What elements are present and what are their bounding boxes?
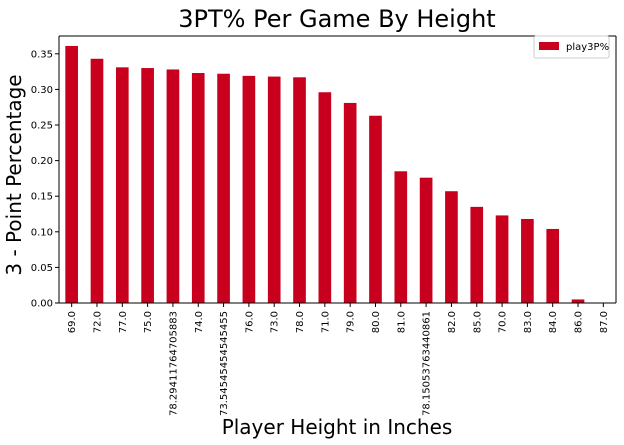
bar-5: [191, 73, 205, 304]
y-axis-label: 3 - Point Percentage: [2, 74, 26, 275]
x-tick-label: 75.0: [143, 311, 154, 333]
bar-11: [343, 102, 357, 304]
x-tick-label: 78.29411764705883: [168, 311, 179, 416]
x-tick-label: 81.0: [396, 311, 407, 333]
bar-14: [419, 177, 433, 303]
bar-18: [521, 218, 534, 303]
legend-box: [533, 35, 610, 59]
x-tick-label: 77.0: [118, 311, 129, 333]
x-tick-label: 82.0: [447, 311, 458, 333]
y-tick-label: 0.35: [31, 49, 53, 60]
x-tick-label: 73.0: [270, 311, 281, 333]
x-tick-label: 71.0: [320, 311, 331, 333]
x-tick-label: 86.0: [574, 311, 585, 333]
y-tick-label: 0.05: [31, 263, 53, 274]
bar-1: [90, 58, 104, 303]
bar-7: [242, 75, 256, 304]
y-tick-label: 0.15: [31, 192, 53, 203]
bar-9: [293, 77, 306, 303]
x-tick-label: 69.0: [67, 311, 78, 333]
y-tick-label: 0.30: [31, 85, 53, 96]
x-tick-label: 79.0: [346, 311, 357, 333]
bar-2: [115, 67, 129, 303]
x-tick-label: 73.54545454545455: [219, 311, 230, 416]
x-tick-label: 76.0: [244, 311, 255, 333]
x-tick-label: 72.0: [92, 311, 103, 333]
plot-area: 0.00 0.05 0.10 0.15 0.20 0.25 0.30 0.35 69.0 72.0…: [31, 35, 617, 416]
legend: play3P%: [533, 35, 610, 59]
bar-8: [267, 76, 281, 303]
x-axis-label: Player Height in Inches: [222, 415, 453, 439]
bar-13: [394, 171, 408, 303]
bar-16: [470, 206, 484, 303]
x-tick-label: 78.0: [295, 311, 306, 333]
legend-label: play3P%: [566, 42, 609, 53]
bar-19: [546, 228, 560, 303]
x-tick-label: 84.0: [548, 311, 559, 333]
y-tick-label: 0.10: [31, 227, 53, 238]
bar-0: [65, 45, 78, 303]
bar-6: [217, 73, 230, 304]
x-tick-label: 74.0: [194, 311, 205, 333]
bar-20: [571, 299, 585, 303]
x-tick-label: 78.15053763440861: [422, 311, 433, 416]
bar-15: [445, 191, 458, 303]
legend-swatch: [539, 42, 559, 50]
y-tick-label: 0.25: [31, 121, 53, 132]
y-tick-label: 0.00: [31, 299, 53, 310]
x-tick-label: 87.0: [599, 311, 610, 333]
x-tick-label: 70.0: [498, 311, 509, 333]
axes-frame: [58, 35, 617, 304]
bar-3: [141, 68, 154, 303]
x-tick-label: 80.0: [371, 311, 382, 333]
bar-4: [166, 69, 180, 304]
bar-17: [495, 215, 509, 303]
bar-10: [318, 92, 332, 303]
bar-12: [369, 115, 382, 304]
chart-title: 3PT% Per Game By Height: [178, 5, 495, 33]
x-tick-label: 83.0: [523, 311, 534, 333]
y-tick-label: 0.20: [31, 156, 53, 167]
x-tick-label: 85.0: [472, 311, 483, 333]
